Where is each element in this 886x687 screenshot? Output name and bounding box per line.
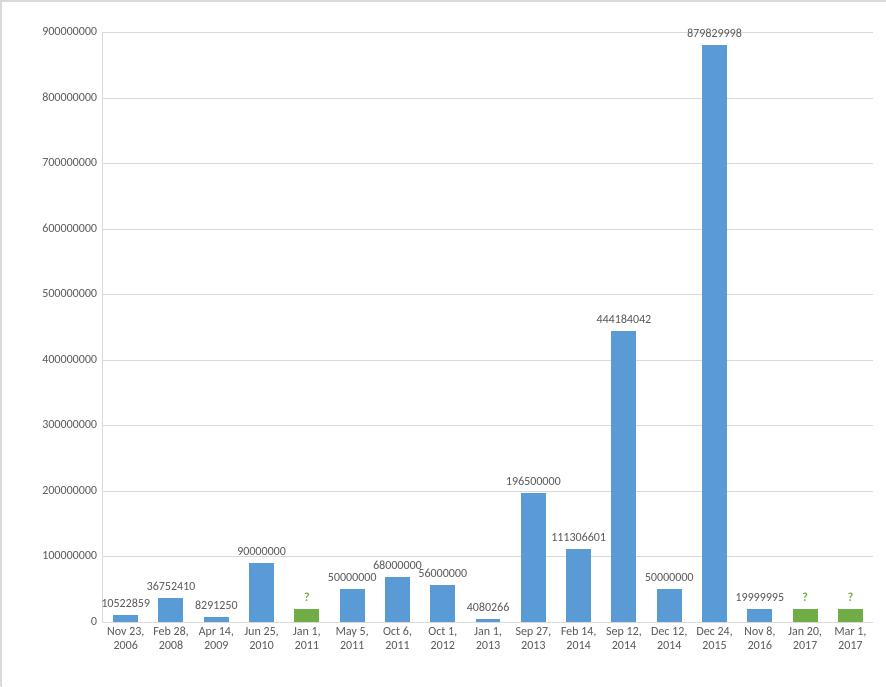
bar <box>430 585 455 622</box>
x-tick-label: May 5, 2011 <box>329 626 374 654</box>
y-tick-label: 0 <box>91 615 103 629</box>
bar <box>702 45 727 622</box>
x-tick-label: Oct 1, 2012 <box>420 626 465 654</box>
data-label: 4080266 <box>467 601 510 615</box>
data-label: 68000000 <box>373 559 422 573</box>
bar <box>294 609 319 622</box>
data-label: 444184042 <box>597 313 652 327</box>
bar <box>204 617 229 622</box>
gridline <box>103 556 873 557</box>
data-label: 879829998 <box>687 27 742 41</box>
x-tick-label: Apr 14, 2009 <box>194 626 239 654</box>
x-tick-label: Jan 1, 2011 <box>284 626 329 654</box>
gridline <box>103 229 873 230</box>
gridline <box>103 360 873 361</box>
y-tick-label: 900000000 <box>42 25 103 39</box>
y-tick-label: 700000000 <box>42 156 103 170</box>
bar <box>838 609 863 622</box>
bar <box>249 563 274 622</box>
x-tick-label: Feb 14, 2014 <box>556 626 601 654</box>
x-tick-label: Nov 8, 2016 <box>737 626 782 654</box>
y-tick-label: 200000000 <box>42 484 103 498</box>
x-tick-label: Jun 25, 2010 <box>239 626 284 654</box>
data-label: 50000000 <box>328 571 377 585</box>
bar <box>340 589 365 622</box>
bar <box>113 615 138 622</box>
x-tick-label: Sep 12, 2014 <box>601 626 646 654</box>
data-label: 111306601 <box>551 531 606 545</box>
y-tick-label: 500000000 <box>42 287 103 301</box>
bar <box>521 493 546 622</box>
y-tick-label: 600000000 <box>42 222 103 236</box>
gridline <box>103 98 873 99</box>
bar <box>657 589 682 622</box>
data-label: 50000000 <box>645 571 694 585</box>
gridline <box>103 425 873 426</box>
data-label: ? <box>848 591 854 605</box>
x-tick-label: Jan 1, 2013 <box>465 626 510 654</box>
data-label: ? <box>802 591 808 605</box>
bar <box>566 549 591 622</box>
data-label: 90000000 <box>237 545 286 559</box>
x-tick-label: Dec 24, 2015 <box>692 626 737 654</box>
gridline <box>103 163 873 164</box>
x-tick-label: Oct 6, 2011 <box>375 626 420 654</box>
bar <box>611 331 636 622</box>
data-label: 8291250 <box>195 599 238 613</box>
bar <box>385 577 410 622</box>
gridline <box>103 294 873 295</box>
x-tick-label: Feb 28, 2008 <box>148 626 193 654</box>
x-tick-label: Dec 12, 2014 <box>647 626 692 654</box>
data-label: 19999995 <box>735 591 784 605</box>
data-label: 10522859 <box>101 597 150 611</box>
data-label: 36752410 <box>147 580 196 594</box>
plot-area: 0100000000200000000300000000400000000500… <box>102 32 873 623</box>
data-label: ? <box>304 591 310 605</box>
y-tick-label: 800000000 <box>42 91 103 105</box>
y-tick-label: 100000000 <box>42 549 103 563</box>
bar <box>158 598 183 622</box>
x-tick-label: Nov 23, 2006 <box>103 626 148 654</box>
data-label: 56000000 <box>418 567 467 581</box>
x-tick-label: Jan 20, 2017 <box>782 626 827 654</box>
bar <box>476 619 501 622</box>
data-label: 196500000 <box>506 475 561 489</box>
gridline <box>103 32 873 33</box>
y-tick-label: 300000000 <box>42 418 103 432</box>
y-tick-label: 400000000 <box>42 353 103 367</box>
bar <box>747 609 772 622</box>
x-tick-label: Sep 27, 2013 <box>511 626 556 654</box>
bar <box>793 609 818 622</box>
gridline <box>103 491 873 492</box>
x-tick-label: Mar 1, 2017 <box>828 626 873 654</box>
